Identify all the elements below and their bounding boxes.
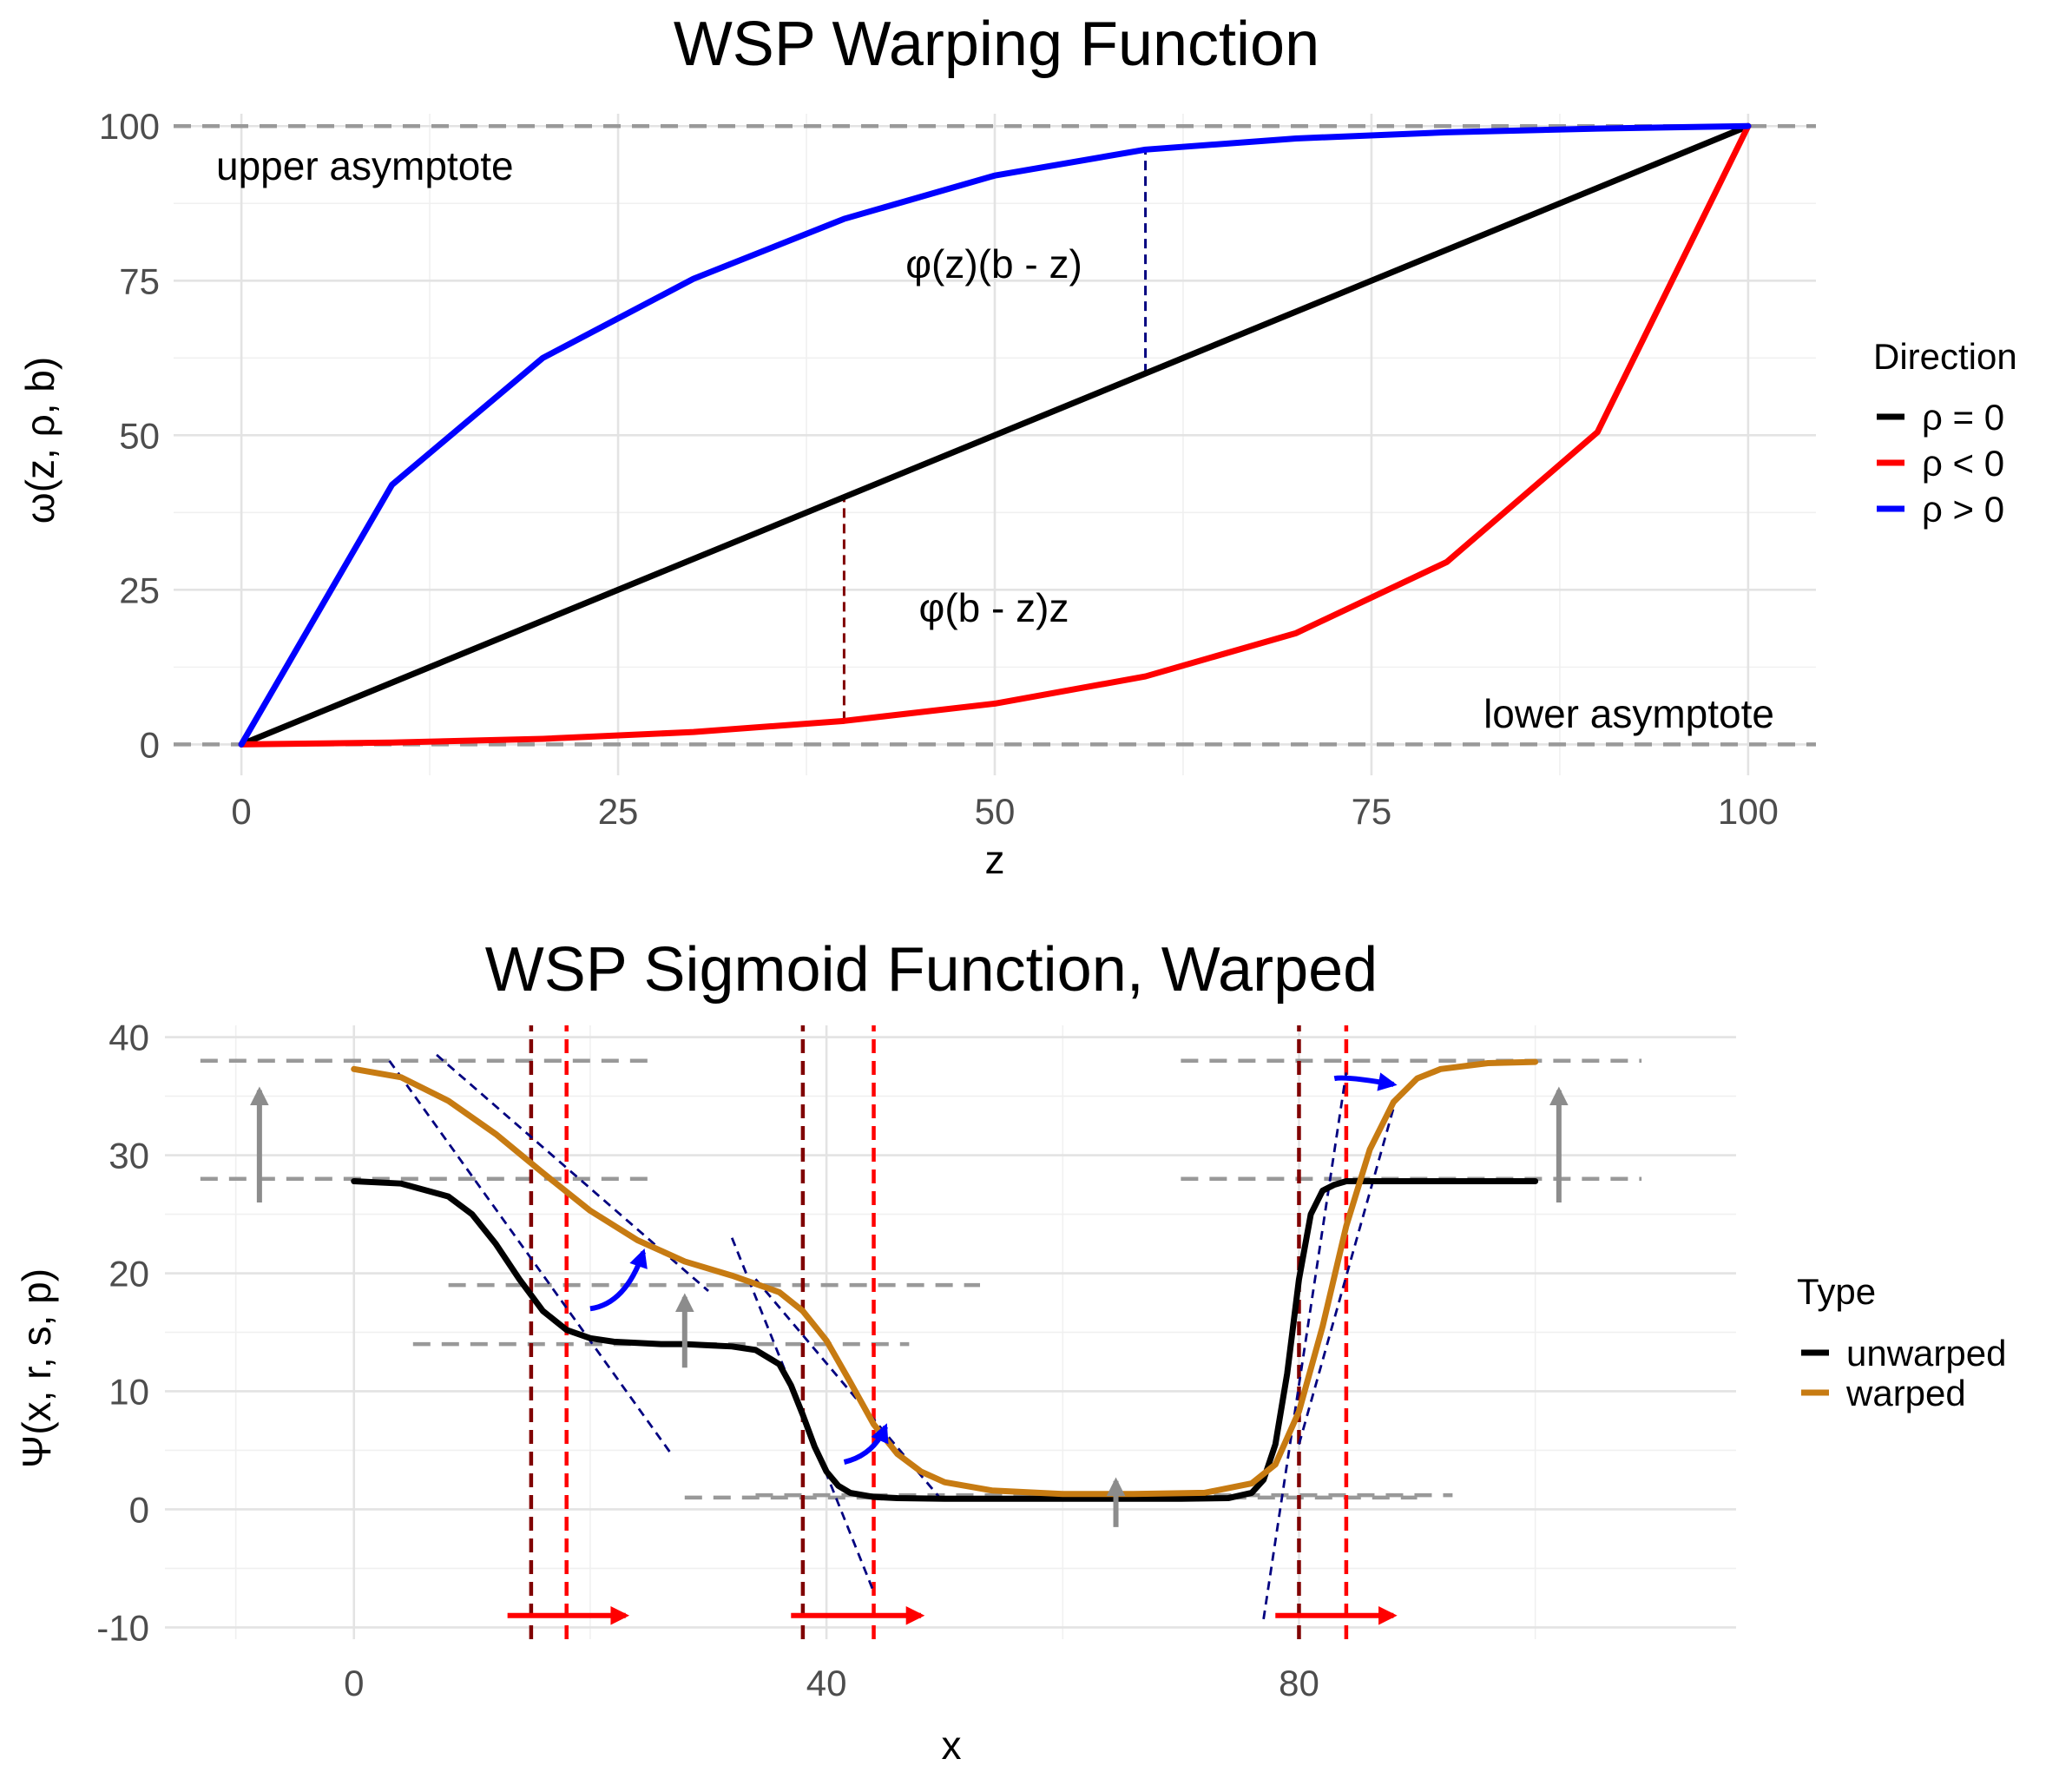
warp-arrow — [1333, 1072, 1398, 1091]
sigmoid-function-panel: WSP Sigmoid Function, Warped 0 40 80 -10 0 10… — [14, 935, 2006, 1768]
warp-arrow — [589, 1248, 648, 1312]
warping-function-panel: WSP Warping Function 0 25 50 75 100 0 25 50 75 10… — [17, 10, 2017, 882]
legend-label: unwarped — [1846, 1333, 2006, 1374]
y-axis-label: Ψ(x, r, s, p) — [14, 1268, 59, 1468]
y-tick-label: 0 — [129, 1489, 149, 1530]
y-tick-label: 0 — [140, 724, 160, 765]
legend-title: Type — [1797, 1271, 1876, 1312]
x-tick-label: 75 — [1352, 791, 1392, 832]
tangent-line — [388, 1059, 674, 1458]
x-tick-label: 100 — [1718, 791, 1779, 832]
phi-top-label: φ(z)(b - z) — [905, 241, 1082, 287]
x-tick-label: 50 — [975, 791, 1016, 832]
chart-title: WSP Warping Function — [674, 10, 1319, 79]
upper-asymptote-label: upper asymptote — [216, 143, 514, 188]
legend-label: ρ < 0 — [1922, 443, 2004, 484]
y-tick-label: 25 — [119, 570, 160, 610]
y-tick-label: 40 — [109, 1018, 149, 1058]
legend-title: Direction — [1873, 336, 2017, 377]
legend: Direction ρ = 0 ρ < 0 ρ > 0 — [1873, 336, 2017, 530]
chart-title: WSP Sigmoid Function, Warped — [485, 935, 1378, 1005]
series-line — [238, 122, 1752, 748]
series-line — [351, 1177, 1539, 1502]
x-tick-label: 40 — [806, 1663, 847, 1703]
x-tick-label: 80 — [1279, 1663, 1319, 1703]
tangent-line — [730, 1237, 875, 1593]
x-axis-label: z — [985, 837, 1005, 882]
x-tick-label: 25 — [598, 791, 639, 832]
legend-label: warped — [1845, 1373, 1966, 1413]
x-tick-label: 0 — [344, 1663, 364, 1703]
y-tick-label: 50 — [119, 415, 160, 456]
series-line — [351, 1058, 1539, 1498]
legend-label: ρ = 0 — [1922, 397, 2004, 438]
y-tick-label: 100 — [99, 106, 160, 147]
lower-asymptote-label: lower asymptote — [1483, 691, 1774, 736]
legend-label: ρ > 0 — [1922, 489, 2004, 530]
y-axis-label: ω(z, ρ, b) — [17, 357, 62, 524]
y-tick-label: -10 — [96, 1607, 149, 1648]
x-axis-label: x — [942, 1723, 962, 1768]
y-tick-label: 30 — [109, 1136, 149, 1176]
phi-bottom-label: φ(b - z)z — [919, 585, 1069, 630]
warp-arrow — [843, 1423, 889, 1465]
y-tick-label: 10 — [109, 1371, 149, 1412]
y-tick-label: 20 — [109, 1254, 149, 1295]
series-line — [238, 122, 1752, 748]
y-tick-label: 75 — [119, 260, 160, 301]
series-line — [238, 122, 1752, 748]
x-tick-label: 0 — [231, 791, 251, 832]
tangent-line — [1262, 1072, 1348, 1620]
